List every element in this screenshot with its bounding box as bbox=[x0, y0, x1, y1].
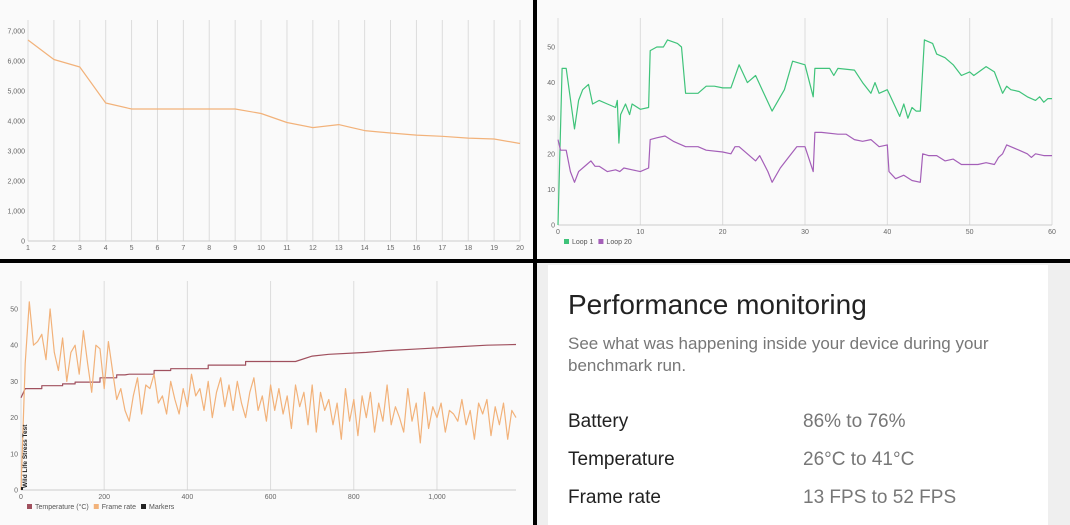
x-tick-label: 0 bbox=[19, 494, 23, 501]
legend-label: Temperature (°C) bbox=[35, 503, 89, 511]
x-tick-label: 15 bbox=[387, 245, 395, 252]
y-tick-label: 7,000 bbox=[7, 29, 25, 36]
y-tick-label: 4,000 bbox=[7, 119, 25, 126]
y-tick-label: 3,000 bbox=[7, 149, 25, 156]
legend-swatch bbox=[141, 504, 146, 509]
x-tick-label: 10 bbox=[636, 229, 644, 236]
series-line-frame-rate bbox=[20, 301, 517, 491]
marker-label: Wild Life Stress Test bbox=[22, 424, 29, 488]
temperature-value: 26°C to 41°C bbox=[803, 449, 915, 470]
x-tick-label: 18 bbox=[464, 245, 472, 252]
y-tick-label: 20 bbox=[10, 415, 18, 422]
series-line-temperature-c- bbox=[20, 343, 517, 398]
battery-value: 86% to 76% bbox=[803, 411, 906, 432]
series-line-loop-1 bbox=[557, 39, 1052, 226]
performance-card: Performance monitoring See what was happ… bbox=[548, 265, 1048, 525]
y-tick-label: 0 bbox=[14, 488, 18, 495]
temperature-framerate-chart: 0 200 400 600 800 1,000 0 10 20 30 40 50 Wild Life S… bbox=[0, 263, 533, 525]
y-tick-label: 50 bbox=[547, 45, 555, 52]
series-line-loop-20 bbox=[557, 131, 1052, 183]
y-tick-label: 5,000 bbox=[7, 89, 25, 96]
score-per-loop-chart: 1 2 3 4 5 6 7 8 9 10 11 12 13 14 15 16 17 18 19 20 0 1,000 2,0… bbox=[0, 0, 533, 259]
x-tick-label: 400 bbox=[182, 494, 194, 501]
y-tick-label: 20 bbox=[547, 151, 555, 158]
x-tick-label: 1,000 bbox=[428, 494, 446, 501]
y-tick-label: 2,000 bbox=[7, 179, 25, 186]
y-tick-label: 40 bbox=[10, 343, 18, 350]
legend-label: Markers bbox=[149, 504, 175, 511]
frame-rate-label: Frame rate bbox=[568, 487, 661, 508]
legend-swatch bbox=[564, 239, 569, 244]
x-tick-label: 0 bbox=[556, 229, 560, 236]
x-tick-label: 8 bbox=[207, 245, 211, 252]
x-tick-label: 20 bbox=[516, 245, 524, 252]
x-tick-label: 3 bbox=[78, 245, 82, 252]
series-line-score bbox=[27, 39, 521, 145]
x-tick-label: 12 bbox=[309, 245, 317, 252]
x-tick-label: 20 bbox=[719, 229, 727, 236]
battery-label: Battery bbox=[568, 411, 629, 432]
x-tick-label: 2 bbox=[52, 245, 56, 252]
x-tick-label: 14 bbox=[361, 245, 369, 252]
frame-rate-value: 13 FPS to 52 FPS bbox=[803, 487, 957, 508]
y-tick-label: 30 bbox=[10, 379, 18, 386]
x-tick-label: 10 bbox=[257, 245, 265, 252]
x-tick-label: 19 bbox=[490, 245, 498, 252]
y-tick-label: 0 bbox=[21, 239, 25, 246]
frame-rate-loops-chart: 0 10 20 30 40 50 60 0 10 20 30 40 50 Loop 1 Loop 20 bbox=[537, 0, 1070, 259]
card-title: Performance monitoring bbox=[568, 289, 867, 320]
x-tick-label: 4 bbox=[104, 245, 108, 252]
x-tick-label: 16 bbox=[413, 245, 421, 252]
legend-swatch bbox=[598, 239, 604, 244]
y-tick-label: 40 bbox=[547, 80, 555, 87]
temp-chart-svg: 0 200 400 600 800 1,000 0 10 20 30 40 50 Wild Life S… bbox=[10, 281, 517, 511]
x-tick-label: 17 bbox=[438, 245, 446, 252]
x-tick-label: 30 bbox=[801, 229, 809, 236]
x-tick-label: 200 bbox=[98, 494, 110, 501]
y-tick-label: 6,000 bbox=[7, 59, 25, 66]
x-tick-label: 40 bbox=[883, 229, 891, 236]
y-tick-label: 10 bbox=[547, 187, 555, 194]
x-tick-label: 600 bbox=[265, 494, 277, 501]
y-tick-label: 50 bbox=[10, 307, 18, 314]
x-tick-label: 1 bbox=[26, 245, 30, 252]
y-tick-label: 1,000 bbox=[7, 209, 25, 216]
x-tick-label: 60 bbox=[1048, 229, 1056, 236]
y-tick-label: 0 bbox=[551, 223, 555, 230]
legend-label: Loop 1 bbox=[572, 239, 594, 246]
legend-swatch bbox=[27, 504, 32, 509]
x-tick-label: 50 bbox=[966, 229, 974, 236]
loops-chart-svg: 0 10 20 30 40 50 60 0 10 20 30 40 50 Loop 1 Loop 20 bbox=[547, 18, 1056, 246]
performance-monitoring-panel: Performance monitoring See what was happ… bbox=[537, 263, 1070, 525]
card-description: See what was happening inside your devic… bbox=[568, 334, 989, 375]
legend-label: Loop 20 bbox=[606, 239, 631, 246]
score-chart-svg: 1 2 3 4 5 6 7 8 9 10 11 12 13 14 15 16 17 18 19 2001,0002,0… bbox=[7, 20, 524, 252]
y-tick-label: 30 bbox=[547, 116, 555, 123]
x-tick-label: 11 bbox=[283, 245, 290, 252]
x-tick-label: 13 bbox=[335, 245, 343, 252]
x-tick-label: 9 bbox=[233, 245, 237, 252]
temperature-label: Temperature bbox=[568, 449, 675, 470]
x-tick-label: 800 bbox=[348, 494, 360, 501]
x-tick-label: 7 bbox=[181, 245, 185, 252]
x-tick-label: 6 bbox=[156, 245, 160, 252]
x-tick-label: 5 bbox=[130, 245, 134, 252]
y-tick-label: 10 bbox=[10, 451, 18, 458]
legend-label: Frame rate bbox=[102, 504, 136, 511]
legend-swatch bbox=[93, 504, 99, 509]
